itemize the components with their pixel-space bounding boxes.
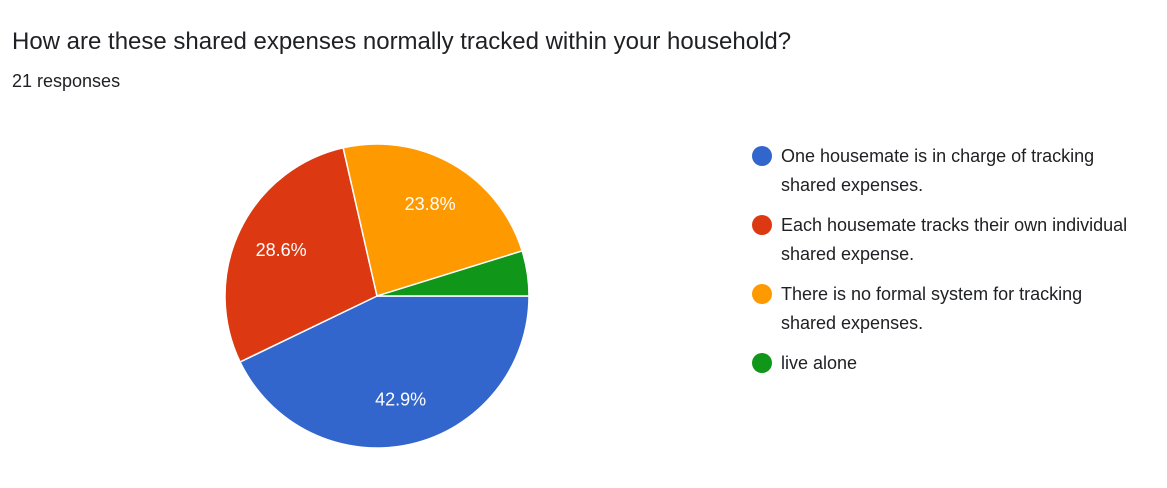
pie-labels: 42.9% 28.6% 23.8% <box>256 194 456 410</box>
slice-one-housemate[interactable] <box>239 295 530 449</box>
legend-swatch-orange <box>752 284 772 304</box>
chart-title: How are these shared expenses normally t… <box>12 28 792 55</box>
legend-item-no-formal-system[interactable]: There is no formal system for tracking s… <box>752 280 1162 338</box>
slice-no-formal-system[interactable] <box>342 143 524 297</box>
legend-swatch-green <box>752 353 772 373</box>
slice-label: 23.8% <box>405 194 456 214</box>
slice-label: 28.6% <box>256 240 307 260</box>
legend-label: Each housemate tracks their own individu… <box>781 215 1128 264</box>
slice-label: 42.9% <box>375 390 426 410</box>
response-count: 21 responses <box>12 71 121 91</box>
slice-each-housemate[interactable] <box>224 146 378 363</box>
legend-label: live alone <box>781 353 858 373</box>
legend-item-each-housemate[interactable]: Each housemate tracks their own individu… <box>752 211 1162 269</box>
legend-item-live-alone[interactable]: live alone <box>752 349 1162 378</box>
legend-swatch-red <box>752 215 772 235</box>
pie-slices <box>224 143 530 449</box>
legend-label: One housemate is in charge of tracking s… <box>781 146 1095 195</box>
legend-item-one-housemate[interactable]: One housemate is in charge of tracking s… <box>752 142 1162 200</box>
legend-label: There is no formal system for tracking s… <box>781 284 1083 333</box>
legend-swatch-blue <box>752 146 772 166</box>
slice-live-alone[interactable] <box>376 249 530 297</box>
chart-legend: One housemate is in charge of tracking s… <box>752 142 1162 389</box>
